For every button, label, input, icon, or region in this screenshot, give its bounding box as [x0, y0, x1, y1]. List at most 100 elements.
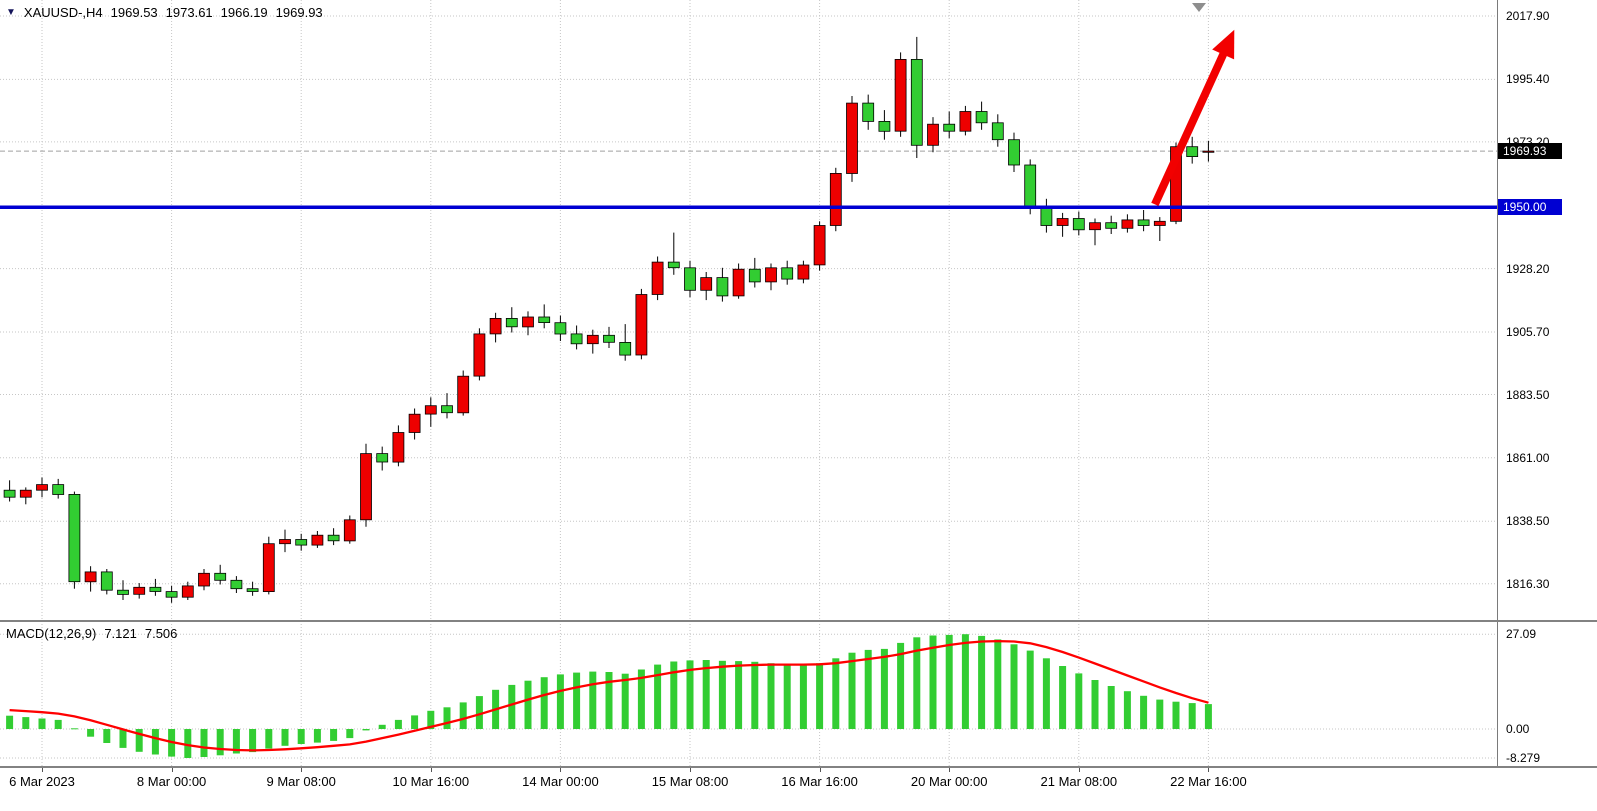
macd-bar — [735, 661, 743, 729]
candle-body — [424, 405, 437, 415]
price-axis[interactable]: 2017.90 1995.40 1973.20 1928.20 1905.70 1883.… — [1497, 0, 1597, 768]
candle-body — [522, 316, 534, 328]
macd-bar — [103, 729, 111, 743]
candle-body — [408, 413, 421, 433]
macd-bar — [378, 724, 386, 729]
price-axis-label: 1928.20 — [1506, 261, 1550, 276]
macd-bar — [1188, 703, 1196, 729]
candle-body — [295, 539, 308, 546]
pane-resize-handle[interactable] — [0, 620, 1597, 622]
candle-body — [975, 111, 988, 124]
macd-bar — [1123, 691, 1131, 729]
macd-bar — [443, 707, 451, 729]
candle-body — [667, 261, 680, 269]
price-axis-label: 1883.50 — [1506, 387, 1550, 402]
time-axis-tick — [1208, 768, 1210, 772]
macd-bar — [427, 710, 435, 729]
candle-body — [991, 122, 1004, 141]
macd-bar — [524, 680, 532, 729]
macd-bar — [1156, 699, 1164, 729]
macd-bar — [70, 728, 78, 730]
time-axis-label: 21 Mar 08:00 — [1040, 774, 1118, 789]
candle-body — [943, 123, 956, 132]
macd-bar — [54, 719, 62, 729]
macd-bar — [475, 696, 483, 729]
candle-body — [68, 493, 81, 583]
macd-bar — [913, 637, 921, 729]
macd-bar — [718, 660, 726, 730]
macd-bar — [897, 642, 905, 729]
macd-bar — [573, 672, 581, 729]
candle-body — [603, 334, 615, 343]
time-axis[interactable]: 6 Mar 2023 8 Mar 00:00 9 Mar 08:00 10 Mar 1… — [0, 768, 1597, 811]
macd-bar — [929, 635, 937, 729]
candle-body — [700, 277, 713, 291]
macd-histogram — [6, 634, 1212, 758]
macd-bar — [508, 684, 516, 729]
candle-body — [554, 322, 567, 335]
one-click-trading-toggle-icon[interactable]: ▼ — [6, 7, 16, 18]
macd-axis-label: 27.09 — [1506, 627, 1537, 642]
macd-bar — [1059, 666, 1067, 729]
time-axis-tick — [430, 768, 432, 772]
time-axis-label: 14 Mar 00:00 — [522, 774, 599, 789]
macd-bar — [799, 665, 807, 729]
chart-plot-area[interactable] — [0, 0, 1497, 768]
macd-bar — [637, 669, 645, 729]
macd-signal-value: 7.506 — [144, 626, 178, 641]
candle-body — [505, 317, 518, 328]
macd-bar — [848, 652, 856, 729]
candle-body — [230, 579, 243, 590]
chart-shift-marker-icon[interactable] — [1192, 3, 1206, 12]
time-axis-tick — [171, 768, 173, 772]
macd-main-value: 7.121 — [104, 626, 137, 641]
macd-bar — [330, 729, 338, 741]
candle-body — [311, 534, 324, 546]
candle-body — [1089, 222, 1101, 231]
macd-bar — [540, 677, 548, 729]
candle-body — [813, 225, 826, 266]
macd-bar — [767, 663, 775, 729]
support-line-price-badge: 1950.00 — [1498, 199, 1562, 216]
price-axis-label: 1995.40 — [1506, 72, 1550, 87]
macd-axis-label: -8.279 — [1506, 751, 1541, 765]
macd-bar — [1204, 704, 1212, 729]
candle-body — [1008, 139, 1020, 166]
time-axis-label: 16 Mar 16:00 — [781, 774, 858, 789]
macd-bar — [961, 634, 969, 729]
candle-body — [927, 123, 939, 146]
macd-bar — [1042, 658, 1050, 729]
candle-body — [748, 268, 761, 283]
candle-body — [84, 571, 97, 583]
macd-bar — [281, 729, 289, 746]
candlestick-series — [3, 36, 1215, 603]
candle-body — [343, 519, 356, 542]
ohlc-open: 1969.53 — [110, 5, 158, 20]
candle-body — [651, 261, 664, 295]
symbol-timeframe-label: XAUUSD-,H4 — [23, 5, 103, 20]
trend-arrow[interactable] — [1151, 29, 1235, 207]
macd-bar — [686, 660, 694, 729]
candle-body — [3, 489, 16, 498]
macd-bar — [135, 729, 143, 752]
candle-body — [765, 267, 777, 283]
macd-bar — [978, 635, 986, 729]
candle-body — [360, 453, 372, 521]
candle-body — [36, 484, 48, 491]
candle-body — [538, 316, 551, 323]
ohlc-high: 1973.61 — [165, 5, 213, 20]
ohlc-close: 1969.93 — [275, 5, 323, 20]
macd-signal-line — [9, 639, 1209, 752]
macd-bar — [22, 717, 30, 729]
candle-body — [327, 534, 340, 542]
candle-body — [165, 591, 178, 598]
price-axis-label: 1905.70 — [1506, 325, 1550, 339]
grid — [0, 0, 1497, 766]
candle-body — [781, 267, 794, 280]
macd-bar — [1107, 686, 1115, 729]
macd-name: MACD(12,26,9) — [6, 626, 97, 641]
candle-body — [262, 543, 275, 593]
candle-body — [1072, 218, 1085, 231]
macd-bar — [119, 729, 127, 748]
